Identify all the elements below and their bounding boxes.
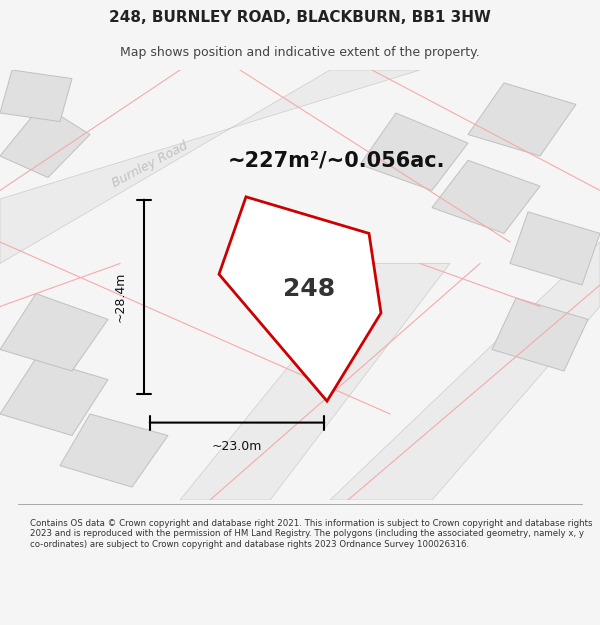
Polygon shape <box>180 264 450 500</box>
Text: 248: 248 <box>283 278 335 301</box>
Text: ~28.4m: ~28.4m <box>113 272 127 322</box>
Polygon shape <box>0 104 90 177</box>
Polygon shape <box>0 70 420 264</box>
Polygon shape <box>219 197 381 401</box>
Text: 248, BURNLEY ROAD, BLACKBURN, BB1 3HW: 248, BURNLEY ROAD, BLACKBURN, BB1 3HW <box>109 10 491 25</box>
Polygon shape <box>0 358 108 436</box>
Polygon shape <box>330 242 600 500</box>
Polygon shape <box>432 160 540 233</box>
Polygon shape <box>492 298 588 371</box>
Polygon shape <box>468 83 576 156</box>
Polygon shape <box>510 212 600 285</box>
Polygon shape <box>60 414 168 487</box>
Polygon shape <box>0 294 108 371</box>
Text: ~227m²/~0.056ac.: ~227m²/~0.056ac. <box>228 150 445 170</box>
Text: Contains OS data © Crown copyright and database right 2021. This information is : Contains OS data © Crown copyright and d… <box>30 519 593 549</box>
Text: ~23.0m: ~23.0m <box>212 440 262 452</box>
Text: Map shows position and indicative extent of the property.: Map shows position and indicative extent… <box>120 46 480 59</box>
Polygon shape <box>360 113 468 191</box>
Polygon shape <box>0 70 72 122</box>
Text: Burnley Road: Burnley Road <box>110 139 190 190</box>
